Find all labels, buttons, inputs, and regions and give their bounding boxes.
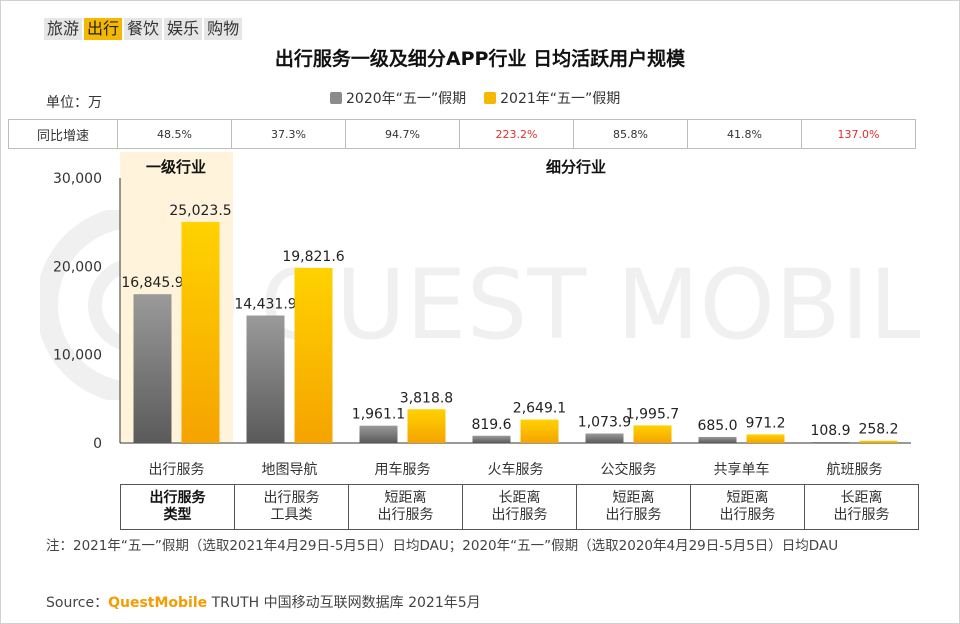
bar-2021 xyxy=(407,409,446,443)
yoy-value: 48.5% xyxy=(117,119,232,149)
yoy-value: 223.2% xyxy=(459,119,574,149)
type-cell: 出行服务 工具类 xyxy=(234,484,349,530)
footnote: 注：2021年“五一”假期（选取2021年4月29日-5月5日）日均DAU；20… xyxy=(46,538,839,554)
bar-2020 xyxy=(359,425,398,443)
tab-dining[interactable]: 餐饮 xyxy=(124,18,163,40)
legend-swatch-2020 xyxy=(330,92,342,104)
x-tick-label: 用车服务 xyxy=(375,461,431,478)
type-cell: 长距离 出行服务 xyxy=(462,484,577,530)
chart-title: 出行服务一级及细分APP行业 日均活跃用户规模 xyxy=(274,48,686,70)
data-label-2021: 971.2 xyxy=(745,415,785,431)
data-label-2021: 1,995.7 xyxy=(626,406,679,422)
tab-shopping[interactable]: 购物 xyxy=(204,18,243,40)
data-label-2021: 258.2 xyxy=(858,422,898,438)
tab-entertainment[interactable]: 娱乐 xyxy=(164,18,203,40)
bar-2020 xyxy=(698,436,737,443)
yoy-value: 41.8% xyxy=(687,119,802,149)
category-tabs: 旅游 出行 餐饮 娱乐 购物 xyxy=(44,18,243,40)
data-label-2020: 108.9 xyxy=(810,423,850,439)
x-tick-label: 航班服务 xyxy=(827,462,883,478)
x-tick-label: 公交服务 xyxy=(601,461,657,478)
data-label-2020: 819.6 xyxy=(471,417,511,433)
y-tick-label: 10,000 xyxy=(53,348,102,364)
group-label-primary: 一级行业 xyxy=(146,158,206,176)
yoy-header: 同比增速 xyxy=(8,119,118,149)
legend-swatch-2021 xyxy=(484,92,497,104)
group-label-sub: 细分行业 xyxy=(546,158,606,176)
yoy-value: 37.3% xyxy=(231,119,346,149)
yoy-value: 94.7% xyxy=(345,119,460,149)
data-label-2021: 25,023.5 xyxy=(169,203,231,219)
x-tick-label: 火车服务 xyxy=(488,461,544,478)
type-cell: 短距离 出行服务 xyxy=(576,484,691,530)
legend-label-2020: 2020年“五一”假期 xyxy=(346,91,467,107)
x-tick-label: 地图导航 xyxy=(262,462,318,478)
tab-mobility[interactable]: 出行 xyxy=(84,18,123,40)
bar-2021 xyxy=(294,267,333,443)
legend-item-2020: 2020年“五一”假期 xyxy=(330,88,466,108)
y-tick-label: 20,000 xyxy=(53,259,102,275)
data-label-2020: 1,073.9 xyxy=(578,415,631,431)
yoy-growth-table: 同比增速 48.5% 37.3% 94.7% 223.2% 85.8% 41.8… xyxy=(8,119,916,149)
data-label-2020: 1,961.1 xyxy=(352,407,405,423)
bar-2021 xyxy=(181,221,220,443)
y-tick-group: 0 10,000 20,000 30,000 xyxy=(53,171,102,452)
data-label-2021: 3,818.8 xyxy=(400,390,453,406)
x-label-group: 出行服务 地图导航 用车服务 火车服务 公交服务 共享单车 航班服务 xyxy=(149,461,883,478)
type-cell: 短距离 出行服务 xyxy=(348,484,463,530)
data-label-2021: 19,821.6 xyxy=(282,249,344,265)
bar-group: 16,845.9 25,023.5 14,431.9 19,821.6 1,961.13… xyxy=(121,203,899,443)
y-tick-label: 0 xyxy=(93,436,102,452)
legend: 2020年“五一”假期 2021年“五一”假期 xyxy=(330,88,620,108)
data-label-2021: 2,649.1 xyxy=(513,401,566,417)
bar-2021 xyxy=(633,425,672,443)
type-cell: 短距离 出行服务 xyxy=(690,484,805,530)
x-tick-label: 共享单车 xyxy=(714,461,770,478)
data-label-2020: 14,431.9 xyxy=(234,297,296,313)
bar-2020 xyxy=(246,315,285,443)
source-line: Source：QuestMobile TRUTH 中国移动互联网数据库 2021… xyxy=(46,592,481,612)
legend-item-2021: 2021年“五一”假期 xyxy=(484,88,620,108)
bar-2020 xyxy=(133,294,172,443)
tab-travel[interactable]: 旅游 xyxy=(44,18,83,40)
bar-2021 xyxy=(746,434,785,443)
data-label-2020: 16,845.9 xyxy=(121,275,183,291)
source-rest: TRUTH 中国移动互联网数据库 2021年5月 xyxy=(207,595,481,611)
unit-label: 单位：万 xyxy=(46,95,102,111)
type-cell: 长距离 出行服务 xyxy=(804,484,919,530)
type-cell: 出行服务 类型 xyxy=(120,484,235,530)
source-brand: QuestMobile xyxy=(108,595,208,611)
bar-2020 xyxy=(585,433,624,443)
x-tick-label: 出行服务 xyxy=(149,462,205,478)
source-prefix: Source： xyxy=(46,595,109,611)
bar-2020 xyxy=(472,435,511,443)
bar-2021 xyxy=(859,440,898,443)
legend-label-2021: 2021年“五一”假期 xyxy=(500,91,621,107)
bar-2020 xyxy=(811,442,850,443)
service-type-table: 出行服务 类型 出行服务 工具类 短距离 出行服务 长距离 出行服务 短距离 出… xyxy=(120,484,919,530)
yoy-value: 85.8% xyxy=(573,119,688,149)
bar-2021 xyxy=(520,419,559,443)
y-tick-label: 30,000 xyxy=(53,171,102,187)
yoy-value: 137.0% xyxy=(801,119,916,149)
data-label-2020: 685.0 xyxy=(697,418,737,434)
